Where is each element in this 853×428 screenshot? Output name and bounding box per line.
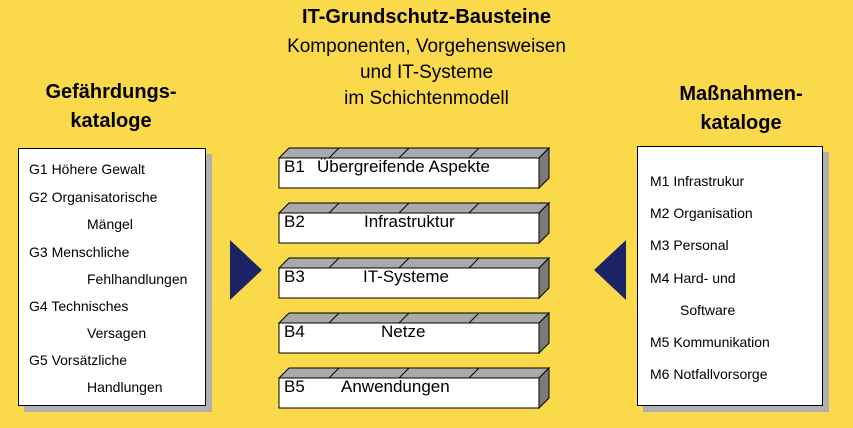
threat-item: G3 Menschliche — [29, 244, 130, 260]
threat-item-continuation: Mängel — [87, 216, 133, 232]
threat-item-continuation: Handlungen — [87, 379, 163, 395]
module-name: Anwendungen — [341, 377, 450, 396]
safeguard-catalogs-panel: M1 Infrastrukur M2 Organisation M3 Perso… — [637, 146, 823, 406]
safeguard-catalogs-heading-line-2: kataloge — [700, 112, 782, 134]
safeguard-catalogs-heading: Maßnahmen- kataloge — [636, 80, 846, 138]
threat-item: G2 Organisatorische — [29, 189, 158, 205]
brick-icon — [277, 366, 551, 410]
safeguard-item: M5 Kommunikation — [650, 334, 770, 350]
brick-icon — [277, 201, 551, 245]
module-layer-b4: B4 Netze — [277, 311, 551, 355]
threat-catalogs-heading: Gefährdungs- kataloge — [6, 78, 216, 136]
threat-item: G1 Höhere Gewalt — [29, 161, 145, 177]
diagram-subtitle-line-3: im Schichtenmodell — [344, 88, 509, 109]
arrow-right-icon — [230, 240, 262, 300]
module-code: B5 — [284, 377, 305, 396]
safeguard-item: M6 Notfallvorsorge — [650, 366, 768, 382]
threat-item: G4 Technisches — [29, 298, 129, 314]
threat-catalogs-heading-line-1: Gefährdungs- — [45, 81, 177, 103]
module-name: Infrastruktur — [364, 212, 455, 231]
brick-icon — [277, 311, 551, 355]
module-name: Netze — [381, 322, 426, 341]
module-layer-b1: B1 Übergreifende Aspekte — [277, 146, 551, 190]
safeguard-item: M1 Infrastrukur — [650, 173, 745, 189]
threat-item-continuation: Fehlhandlungen — [87, 271, 188, 287]
module-name: IT-Systeme — [363, 267, 449, 286]
module-code: B2 — [284, 212, 305, 231]
module-code: B1 — [284, 157, 305, 176]
threat-catalogs-panel: G1 Höhere Gewalt G2 Organisatorische Män… — [18, 148, 206, 406]
module-code: B4 — [284, 322, 305, 341]
diagram-subtitle-line-1: Komponenten, Vorgehensweisen — [287, 36, 566, 57]
safeguard-item: M2 Organisation — [650, 205, 753, 221]
threat-catalogs-heading-line-2: kataloge — [70, 110, 152, 132]
diagram-subtitle-line-2: und IT-Systeme — [359, 62, 494, 83]
threat-item-continuation: Versagen — [87, 325, 147, 341]
safeguard-catalogs-heading-line-1: Maßnahmen- — [679, 83, 803, 105]
module-code: B3 — [284, 267, 305, 286]
module-layer-b2: B2 Infrastruktur — [277, 201, 551, 245]
brick-icon — [277, 256, 551, 300]
safeguard-item-continuation: Software — [680, 302, 736, 318]
module-layer-b3: B3 IT-Systeme — [277, 256, 551, 300]
threat-item: G5 Vorsätzliche — [29, 352, 128, 368]
module-layer-b5: B5 Anwendungen — [277, 366, 551, 410]
safeguard-item: M4 Hard- und — [650, 270, 736, 286]
arrow-left-icon — [594, 240, 626, 300]
safeguard-item: M3 Personal — [650, 237, 729, 253]
module-name: Übergreifende Aspekte — [317, 157, 490, 176]
brick-icon — [277, 146, 551, 190]
diagram-title: IT-Grundschutz-Bausteine — [302, 6, 551, 28]
